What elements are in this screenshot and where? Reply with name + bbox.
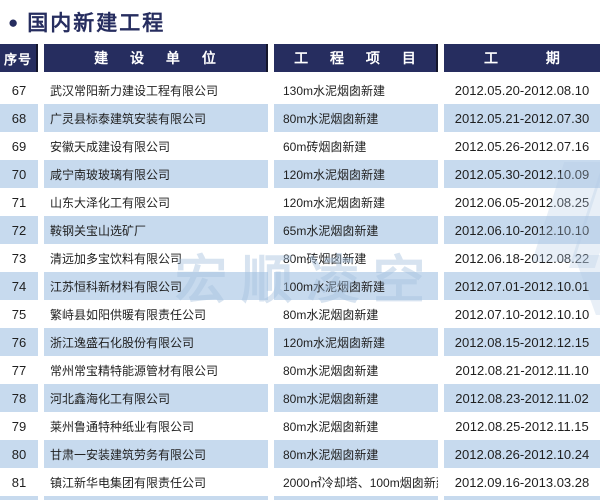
cell-company: 浙江逸盛石化股份有限公司 — [44, 328, 268, 356]
cell-index: 70 — [0, 160, 38, 188]
table-row: 75 繁峙县如阳供暖有限责任公司 80m水泥烟囱新建 2012.07.10-20… — [0, 300, 600, 328]
cell-project: 80m水泥烟囱新建 — [274, 356, 438, 384]
table-row: 72 鞍钢关宝山选矿厂 65m水泥烟囱新建 2012.06.10-2012.10… — [0, 216, 600, 244]
cell-company: 鞍钢关宝山选矿厂 — [44, 216, 268, 244]
table-row: 67 武汉常阳新力建设工程有限公司 130m水泥烟囱新建 2012.05.20-… — [0, 76, 600, 104]
cell-index: 76 — [0, 328, 38, 356]
cell-project: 80m砖烟囱新建 — [274, 244, 438, 272]
cell-index: 79 — [0, 412, 38, 440]
cell-company: 江苏恒科新材料有限公司 — [44, 272, 268, 300]
header-period: 工 期 — [444, 44, 600, 72]
table-row: 81 镇江新华电集团有限责任公司 2000㎡冷却塔、100m烟囱新建 2012.… — [0, 468, 600, 496]
cell-project: 60m砖烟囱新建 — [274, 132, 438, 160]
cell-project: 80m水泥烟囱新建 — [274, 104, 438, 132]
table-row: 70 咸宁南玻玻璃有限公司 120m水泥烟囱新建 2012.05.30-2012… — [0, 160, 600, 188]
table-header-row: 序号 建 设 单 位 工 程 项 目 工 期 — [0, 44, 600, 72]
cell-project: 80m水泥烟囱新建 — [274, 440, 438, 468]
cell-company: 咸宁南玻玻璃有限公司 — [44, 160, 268, 188]
cell-index: 68 — [0, 104, 38, 132]
table-row: 68 广灵县标泰建筑安装有限公司 80m水泥烟囱新建 2012.05.21-20… — [0, 104, 600, 132]
cell-company: 清远加多宝饮料有限公司 — [44, 244, 268, 272]
cell-company: 常州常宝精特能源管材有限公司 — [44, 356, 268, 384]
cell-company: 武汉常阳新力建设工程有限公司 — [44, 76, 268, 104]
table-row-partial — [0, 496, 600, 500]
cell-company: 河北鑫海化工有限公司 — [44, 384, 268, 412]
cell-project: 80m水泥烟囱新建 — [274, 384, 438, 412]
cell-index: 69 — [0, 132, 38, 160]
table-row: 73 清远加多宝饮料有限公司 80m砖烟囱新建 2012.06.18-2012.… — [0, 244, 600, 272]
page-title: 国内新建工程 — [27, 12, 166, 35]
cell-period: 2012.06.18-2012.08.22 — [444, 244, 600, 272]
cell-index: 77 — [0, 356, 38, 384]
table-row: 71 山东大泽化工有限公司 120m水泥烟囱新建 2012.06.05-2012… — [0, 188, 600, 216]
cell-period: 2012.05.20-2012.08.10 — [444, 76, 600, 104]
cell-period: 2012.07.10-2012.10.10 — [444, 300, 600, 328]
cell-index: 72 — [0, 216, 38, 244]
cell-project: 120m水泥烟囱新建 — [274, 188, 438, 216]
header-company: 建 设 单 位 — [44, 44, 268, 72]
cell-period: 2012.08.25-2012.11.15 — [444, 412, 600, 440]
cell-company: 莱州鲁通特种纸业有限公司 — [44, 412, 268, 440]
cell-period: 2012.05.21-2012.07.30 — [444, 104, 600, 132]
header-project: 工 程 项 目 — [274, 44, 438, 72]
cell-index: 78 — [0, 384, 38, 412]
cell-project: 2000㎡冷却塔、100m烟囱新建 — [274, 468, 438, 496]
cell-period: 2012.09.16-2013.03.28 — [444, 468, 600, 496]
cell-project: 130m水泥烟囱新建 — [274, 76, 438, 104]
cell-project: 65m水泥烟囱新建 — [274, 216, 438, 244]
cell-project: 120m水泥烟囱新建 — [274, 328, 438, 356]
cell-company: 广灵县标泰建筑安装有限公司 — [44, 104, 268, 132]
table-row: 80 甘肃一安装建筑劳务有限公司 80m水泥烟囱新建 2012.08.26-20… — [0, 440, 600, 468]
table-row: 77 常州常宝精特能源管材有限公司 80m水泥烟囱新建 2012.08.21-2… — [0, 356, 600, 384]
cell-index: 75 — [0, 300, 38, 328]
bullet-icon: ● — [8, 12, 19, 32]
cell-period: 2012.08.26-2012.10.24 — [444, 440, 600, 468]
table-row: 69 安徽天成建设有限公司 60m砖烟囱新建 2012.05.26-2012.0… — [0, 132, 600, 160]
cell-period: 2012.06.10-2012.10.10 — [444, 216, 600, 244]
cell-index: 67 — [0, 76, 38, 104]
table-row: 79 莱州鲁通特种纸业有限公司 80m水泥烟囱新建 2012.08.25-201… — [0, 412, 600, 440]
table-row: 74 江苏恒科新材料有限公司 100m水泥烟囱新建 2012.07.01-201… — [0, 272, 600, 300]
cell-period: 2012.05.26-2012.07.16 — [444, 132, 600, 160]
cell-period: 2012.08.21-2012.11.10 — [444, 356, 600, 384]
cell-period: 2012.08.15-2012.12.15 — [444, 328, 600, 356]
cell-company: 山东大泽化工有限公司 — [44, 188, 268, 216]
cell-period: 2012.05.30-2012.10.09 — [444, 160, 600, 188]
cell-index: 74 — [0, 272, 38, 300]
table-row: 78 河北鑫海化工有限公司 80m水泥烟囱新建 2012.08.23-2012.… — [0, 384, 600, 412]
cell-company: 甘肃一安装建筑劳务有限公司 — [44, 440, 268, 468]
cell-company: 镇江新华电集团有限责任公司 — [44, 468, 268, 496]
cell-project: 80m水泥烟囱新建 — [274, 300, 438, 328]
cell-company: 繁峙县如阳供暖有限责任公司 — [44, 300, 268, 328]
table-body: 67 武汉常阳新力建设工程有限公司 130m水泥烟囱新建 2012.05.20-… — [0, 76, 600, 496]
table-row: 76 浙江逸盛石化股份有限公司 120m水泥烟囱新建 2012.08.15-20… — [0, 328, 600, 356]
cell-index: 71 — [0, 188, 38, 216]
cell-index: 73 — [0, 244, 38, 272]
cell-company: 安徽天成建设有限公司 — [44, 132, 268, 160]
cell-period: 2012.08.23-2012.11.02 — [444, 384, 600, 412]
cell-index: 80 — [0, 440, 38, 468]
cell-project: 100m水泥烟囱新建 — [274, 272, 438, 300]
header-index: 序号 — [0, 44, 38, 72]
cell-period: 2012.06.05-2012.08.25 — [444, 188, 600, 216]
cell-index: 81 — [0, 468, 38, 496]
cell-project: 120m水泥烟囱新建 — [274, 160, 438, 188]
title-bar: ● 国内新建工程 — [0, 0, 600, 44]
cell-period: 2012.07.01-2012.10.01 — [444, 272, 600, 300]
cell-project: 80m水泥烟囱新建 — [274, 412, 438, 440]
